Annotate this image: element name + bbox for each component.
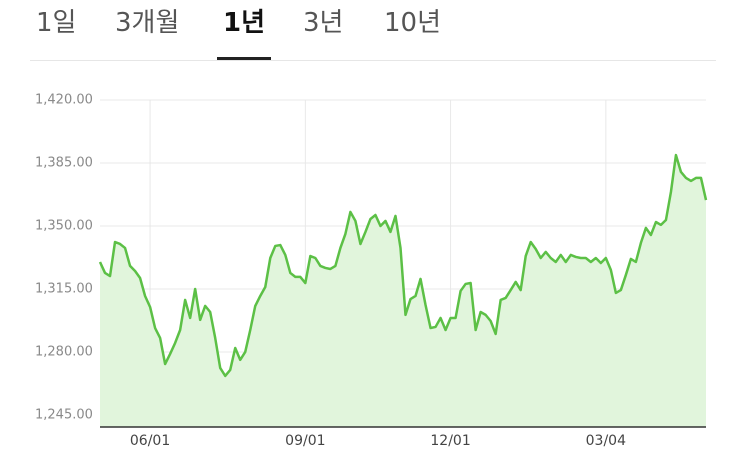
- active-tab-underline: [217, 57, 271, 60]
- line: [98, 153, 708, 378]
- tab[interactable]: 10년: [384, 8, 442, 38]
- y-tick-label: 1,350.00: [35, 218, 93, 233]
- tab[interactable]: 3년: [303, 8, 344, 38]
- x-tick-label: 12/01: [430, 433, 470, 449]
- y-tick-label: 1,385.00: [35, 155, 93, 170]
- y-tick-label: 1,420.00: [35, 93, 93, 108]
- x-tick-label: 09/01: [285, 433, 325, 449]
- tab[interactable]: 3개월: [115, 8, 180, 38]
- y-tick-label: 1,280.00: [35, 344, 93, 359]
- y-tick-label: 1,245.00: [35, 407, 93, 422]
- separator: [30, 60, 716, 61]
- y-tick-label: 1,315.00: [35, 281, 93, 296]
- tab[interactable]: 1년: [223, 8, 266, 38]
- tab[interactable]: 1일: [36, 8, 77, 38]
- x-tick-label: 03/04: [586, 433, 626, 449]
- x-tick-label: 06/01: [130, 433, 170, 449]
